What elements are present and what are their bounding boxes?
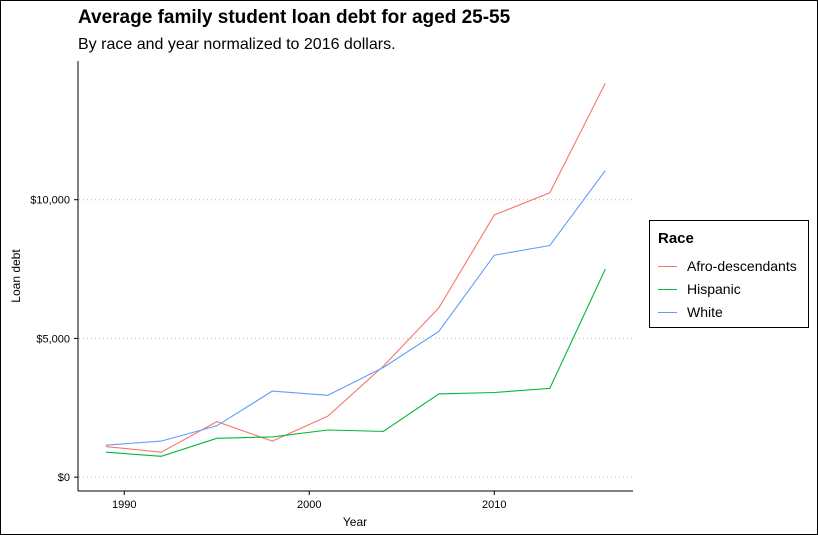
- y-axis-label: Loan debt: [9, 249, 23, 303]
- series-line-white: [105, 170, 606, 446]
- x-tick-label: 2000: [297, 499, 321, 511]
- x-axis-label: Year: [343, 515, 367, 529]
- legend-label-white: White: [687, 304, 723, 320]
- legend-title: Race: [658, 230, 694, 247]
- legend: Race Afro-descendants Hispanic White: [649, 220, 809, 328]
- y-tick-label: $5,000: [36, 333, 70, 345]
- chart-title: Average family student loan debt for age…: [78, 7, 511, 28]
- y-tick-label: $10,000: [30, 195, 70, 207]
- legend-key-white: [658, 312, 677, 313]
- legend-item-afro-descendants: Afro-descendants: [658, 257, 808, 277]
- legend-key-afro-descendants: [658, 266, 677, 267]
- x-ticks: 1990 2000 2010: [112, 491, 506, 511]
- legend-item-white: White: [658, 303, 808, 323]
- legend-label-afro-descendants: Afro-descendants: [687, 258, 797, 274]
- legend-label-hispanic: Hispanic: [687, 281, 741, 297]
- legend-item-hispanic: Hispanic: [658, 280, 808, 300]
- series-lines: [105, 82, 606, 457]
- y-tick-label: $0: [58, 472, 70, 484]
- x-tick-label: 2010: [482, 499, 506, 511]
- series-line-afro-descendants: [105, 82, 606, 453]
- series-line-hispanic: [105, 268, 606, 457]
- y-ticks: $0 $5,000 $10,000: [30, 195, 78, 484]
- gridlines: [79, 199, 633, 478]
- chart-subtitle: By race and year normalized to 2016 doll…: [78, 36, 396, 53]
- x-tick-label: 1990: [112, 499, 136, 511]
- legend-key-hispanic: [658, 289, 677, 290]
